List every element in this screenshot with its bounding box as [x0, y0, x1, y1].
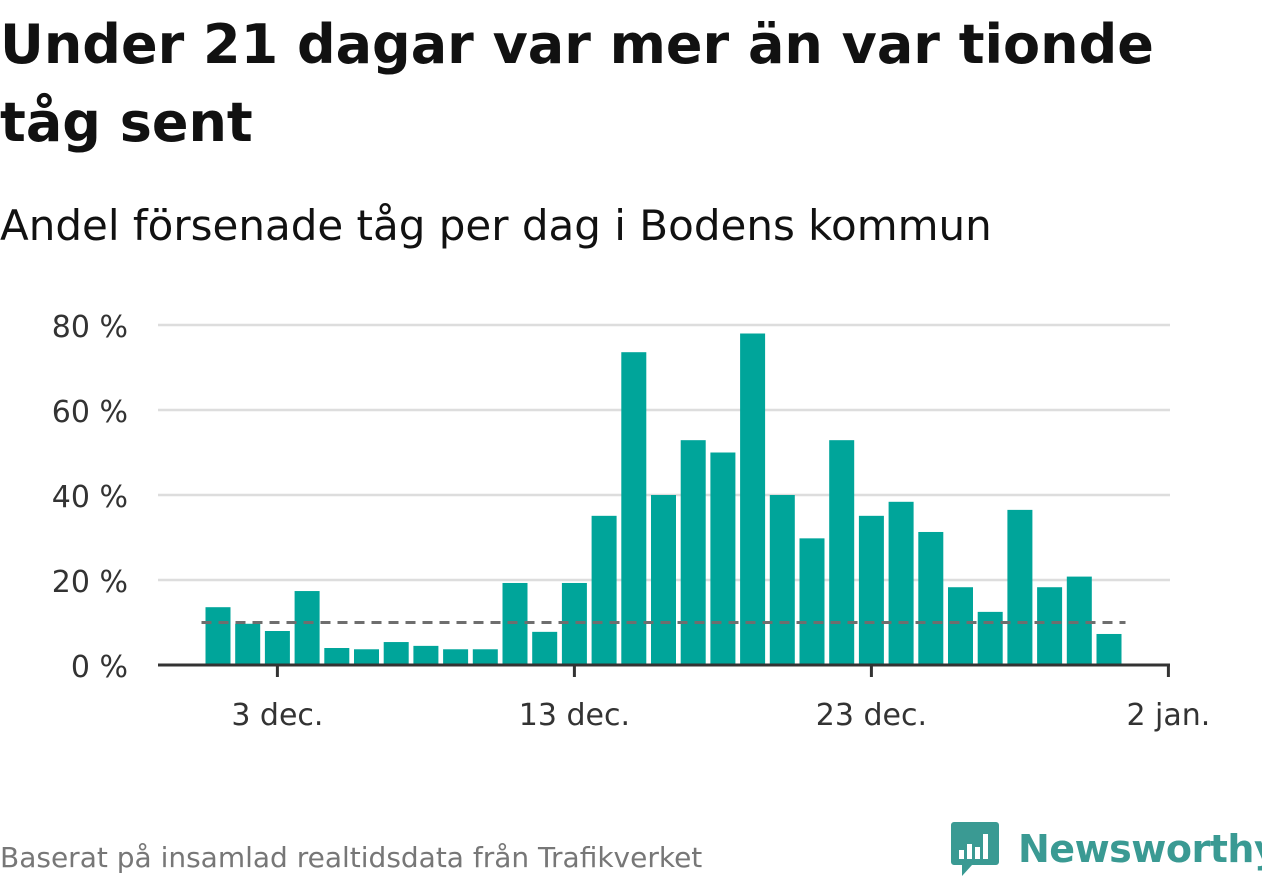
bar: [621, 352, 647, 665]
x-axis: [158, 663, 1170, 677]
bar: [1007, 509, 1033, 665]
y-tick-label: 60 %: [52, 395, 128, 430]
y-tick-label: 0 %: [71, 650, 128, 685]
bar: [799, 538, 825, 665]
bar: [1037, 587, 1063, 665]
bar: [829, 440, 855, 665]
source-note: Baserat på insamlad realtidsdata från Tr…: [0, 841, 703, 874]
bar: [769, 495, 795, 665]
chart-title: Under 21 dagar var mer än var tionde tåg…: [0, 13, 1154, 154]
bar: [740, 333, 766, 665]
x-tick-label: 13 dec.: [519, 698, 630, 733]
y-tick-labels: 0 % 20 % 40 % 60 % 80 %: [52, 310, 128, 685]
bar: [651, 495, 676, 665]
bar: [858, 515, 884, 665]
bar: [918, 531, 944, 665]
bar: [205, 607, 231, 665]
bar: [888, 501, 914, 665]
delay-bar-chart: 0 % 20 % 40 % 60 % 80 % 3 dec. 13 dec. 23 dec.…: [52, 310, 1211, 733]
y-tick-label: 40 %: [52, 480, 128, 515]
bar: [472, 649, 498, 665]
bars: [205, 333, 1122, 665]
bar: [413, 645, 439, 665]
bar: [354, 649, 379, 665]
bar: [948, 587, 973, 665]
newsworthy-logo: Newsworthy: [950, 820, 1262, 878]
bar: [264, 631, 290, 665]
x-tick-label: 3 dec.: [231, 698, 323, 733]
bar: [235, 623, 261, 665]
y-tick-label: 80 %: [52, 310, 128, 345]
bar: [710, 452, 736, 665]
brand-name: Newsworthy: [1018, 827, 1262, 871]
bar: [1096, 633, 1122, 665]
bar: [591, 515, 617, 665]
bar: [680, 440, 706, 665]
bar: [1066, 576, 1092, 665]
x-tick-label: 2 jan.: [1126, 698, 1210, 733]
chart-subtitle: Andel försenade tåg per dag i Bodens kom…: [0, 201, 992, 250]
y-tick-label: 20 %: [52, 565, 128, 600]
x-tick-label: 23 dec.: [816, 698, 927, 733]
bar: [294, 591, 320, 665]
bar: [977, 611, 1003, 665]
newsworthy-icon: [951, 822, 999, 876]
bar: [324, 648, 350, 665]
bar: [532, 631, 558, 665]
bar: [443, 649, 469, 665]
bar: [383, 642, 409, 665]
x-tick-labels: 3 dec. 13 dec. 23 dec. 2 jan.: [231, 698, 1210, 733]
